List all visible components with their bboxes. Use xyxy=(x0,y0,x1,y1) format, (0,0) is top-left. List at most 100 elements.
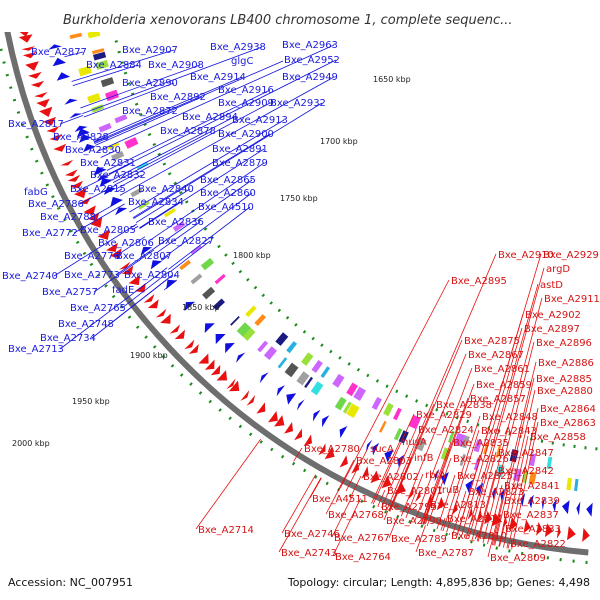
reverse-cds-mark xyxy=(21,46,36,51)
forward-cds-mark xyxy=(74,125,88,133)
leader-line-reverse xyxy=(456,313,524,536)
leader-line-reverse xyxy=(415,525,426,553)
leader-line-forward xyxy=(160,192,253,261)
gene-label-reverse: Bxe_A2911 xyxy=(544,294,600,305)
feature-mark xyxy=(371,396,382,410)
reverse-cds-mark xyxy=(19,32,29,37)
reverse-cds-mark xyxy=(53,143,67,152)
reverse-cds-mark xyxy=(30,80,45,88)
leader-line-reverse xyxy=(195,438,262,530)
reverse-cds-mark xyxy=(536,521,543,536)
leader-line-forward xyxy=(119,76,335,196)
feature-mark xyxy=(275,332,289,346)
feature-mark xyxy=(521,470,529,483)
gene-label-forward: Bxe_A2740 xyxy=(2,271,58,282)
leader-line-forward xyxy=(75,174,110,193)
gene-label-reverse: Bxe_A2897 xyxy=(524,324,580,335)
leader-line-reverse xyxy=(372,413,415,505)
forward-cds-mark xyxy=(48,44,62,50)
gene-label-forward: Bxe_A2907 xyxy=(122,45,178,56)
leader-line-reverse xyxy=(293,447,303,462)
gene-label-forward: Bxe_A2815 xyxy=(70,184,126,195)
leader-line-reverse xyxy=(371,440,401,504)
reverse-cds-mark xyxy=(303,434,312,447)
leader-line-reverse xyxy=(490,499,503,545)
reverse-cds-mark xyxy=(12,0,26,6)
leader-line-forward xyxy=(135,188,191,224)
feature-mark xyxy=(236,322,251,337)
reverse-cds-mark xyxy=(381,475,392,489)
feature-mark xyxy=(334,396,347,411)
gene-label-forward: Bxe_A2872 xyxy=(122,106,178,117)
gene-label-forward: Bxe_A2879 xyxy=(212,158,268,169)
leader-line-forward xyxy=(163,279,177,291)
feature-mark xyxy=(574,478,579,492)
reverse-cds-mark xyxy=(544,523,553,538)
leader-line-reverse xyxy=(476,469,497,542)
feature-mark xyxy=(164,208,176,218)
reverse-cds-mark xyxy=(46,126,60,133)
feature-mark xyxy=(190,273,203,285)
reverse-cds-mark xyxy=(268,411,278,423)
leader-line-reverse xyxy=(477,297,543,542)
gene-label-forward: Bxe_A2892 xyxy=(150,92,206,103)
leader-line-reverse xyxy=(511,421,539,550)
gene-label-reverse: Bxe_A2826 xyxy=(453,454,509,465)
gene-label-forward: Bxe_A2913 xyxy=(232,115,288,126)
gene-label-forward: Bxe_A2748 xyxy=(58,319,114,330)
gene-label-reverse: Bxe_A2910 xyxy=(498,250,554,261)
leader-line-forward xyxy=(114,102,271,186)
leader-line-forward xyxy=(97,44,335,152)
leader-line-forward xyxy=(53,223,138,277)
forward-cds-mark xyxy=(69,113,83,119)
reverse-cds-mark xyxy=(83,205,96,216)
gene-label-forward: Bxe_A2828 xyxy=(53,132,109,143)
gene-label-forward: glgC xyxy=(231,56,253,67)
leader-line-reverse xyxy=(493,513,502,546)
leader-line-forward xyxy=(100,149,118,158)
forward-cds-mark xyxy=(140,246,153,256)
scale-ticks: 1650 kbp 1700 kbp 1750 kbp 1800 kbp 1850 kbp… xyxy=(12,75,411,448)
leader-line-reverse xyxy=(503,435,529,548)
reverse-cds-mark xyxy=(90,217,103,228)
feature-mark xyxy=(245,305,257,317)
reverse-cds-mark xyxy=(109,248,122,259)
gene-label-reverse: Bxe_A2847 xyxy=(498,448,554,459)
reverse-cds-mark xyxy=(582,528,590,542)
scale-tick-label: 1750 kbp xyxy=(280,194,318,203)
gene-label-forward: Bxe_A2877 xyxy=(31,47,87,58)
reverse-cds-mark xyxy=(97,229,110,240)
feature-mark xyxy=(379,420,387,433)
feature-mark xyxy=(346,382,358,397)
gene-label-reverse: Bxe_A2811 xyxy=(447,514,503,525)
gene-label-reverse: Bxe_A2857 xyxy=(470,394,526,405)
leader-line-reverse xyxy=(482,341,535,543)
gene-label-reverse: Bxe_A2885 xyxy=(536,374,592,385)
leader-line-forward xyxy=(93,249,155,293)
reverse-cds-mark xyxy=(523,519,531,534)
gene-label-forward: Bxe_A2832 xyxy=(90,170,146,181)
genome-summary-text: Topology: circular; Length: 4,895,836 bp… xyxy=(287,576,590,589)
reverse-cds-mark xyxy=(155,308,167,318)
leader-line-forward xyxy=(129,119,285,213)
forward-cds-mark xyxy=(83,143,96,153)
leader-line-forward xyxy=(73,203,125,234)
gene-label-forward: Bxe_A2909 xyxy=(218,98,274,109)
gene-label-forward: fadE xyxy=(112,285,134,296)
scale-tick-label: 1900 kbp xyxy=(130,351,168,360)
map-title: Burkholderia xenovorans LB400 chromosome… xyxy=(63,13,513,28)
feature-mark xyxy=(124,137,139,149)
feature-mark xyxy=(212,298,225,311)
gene-label-reverse: Bxe_A2842 xyxy=(498,466,554,477)
gene-label-reverse: nusA xyxy=(402,437,427,448)
scale-tick-label: 1850 kbp xyxy=(182,303,220,312)
feature-mark xyxy=(100,77,115,88)
feature-mark xyxy=(529,453,537,467)
gene-label-forward: Bxe_A2878 xyxy=(160,126,216,137)
feature-mark xyxy=(284,362,299,378)
gene-label-reverse: Bxe_A4511 xyxy=(312,494,368,505)
accession-text: Accession: NC_007951 xyxy=(8,576,133,589)
reverse-cds-mark xyxy=(49,134,63,141)
leader-line-forward xyxy=(173,274,177,277)
reverse-cds-mark xyxy=(491,512,502,527)
